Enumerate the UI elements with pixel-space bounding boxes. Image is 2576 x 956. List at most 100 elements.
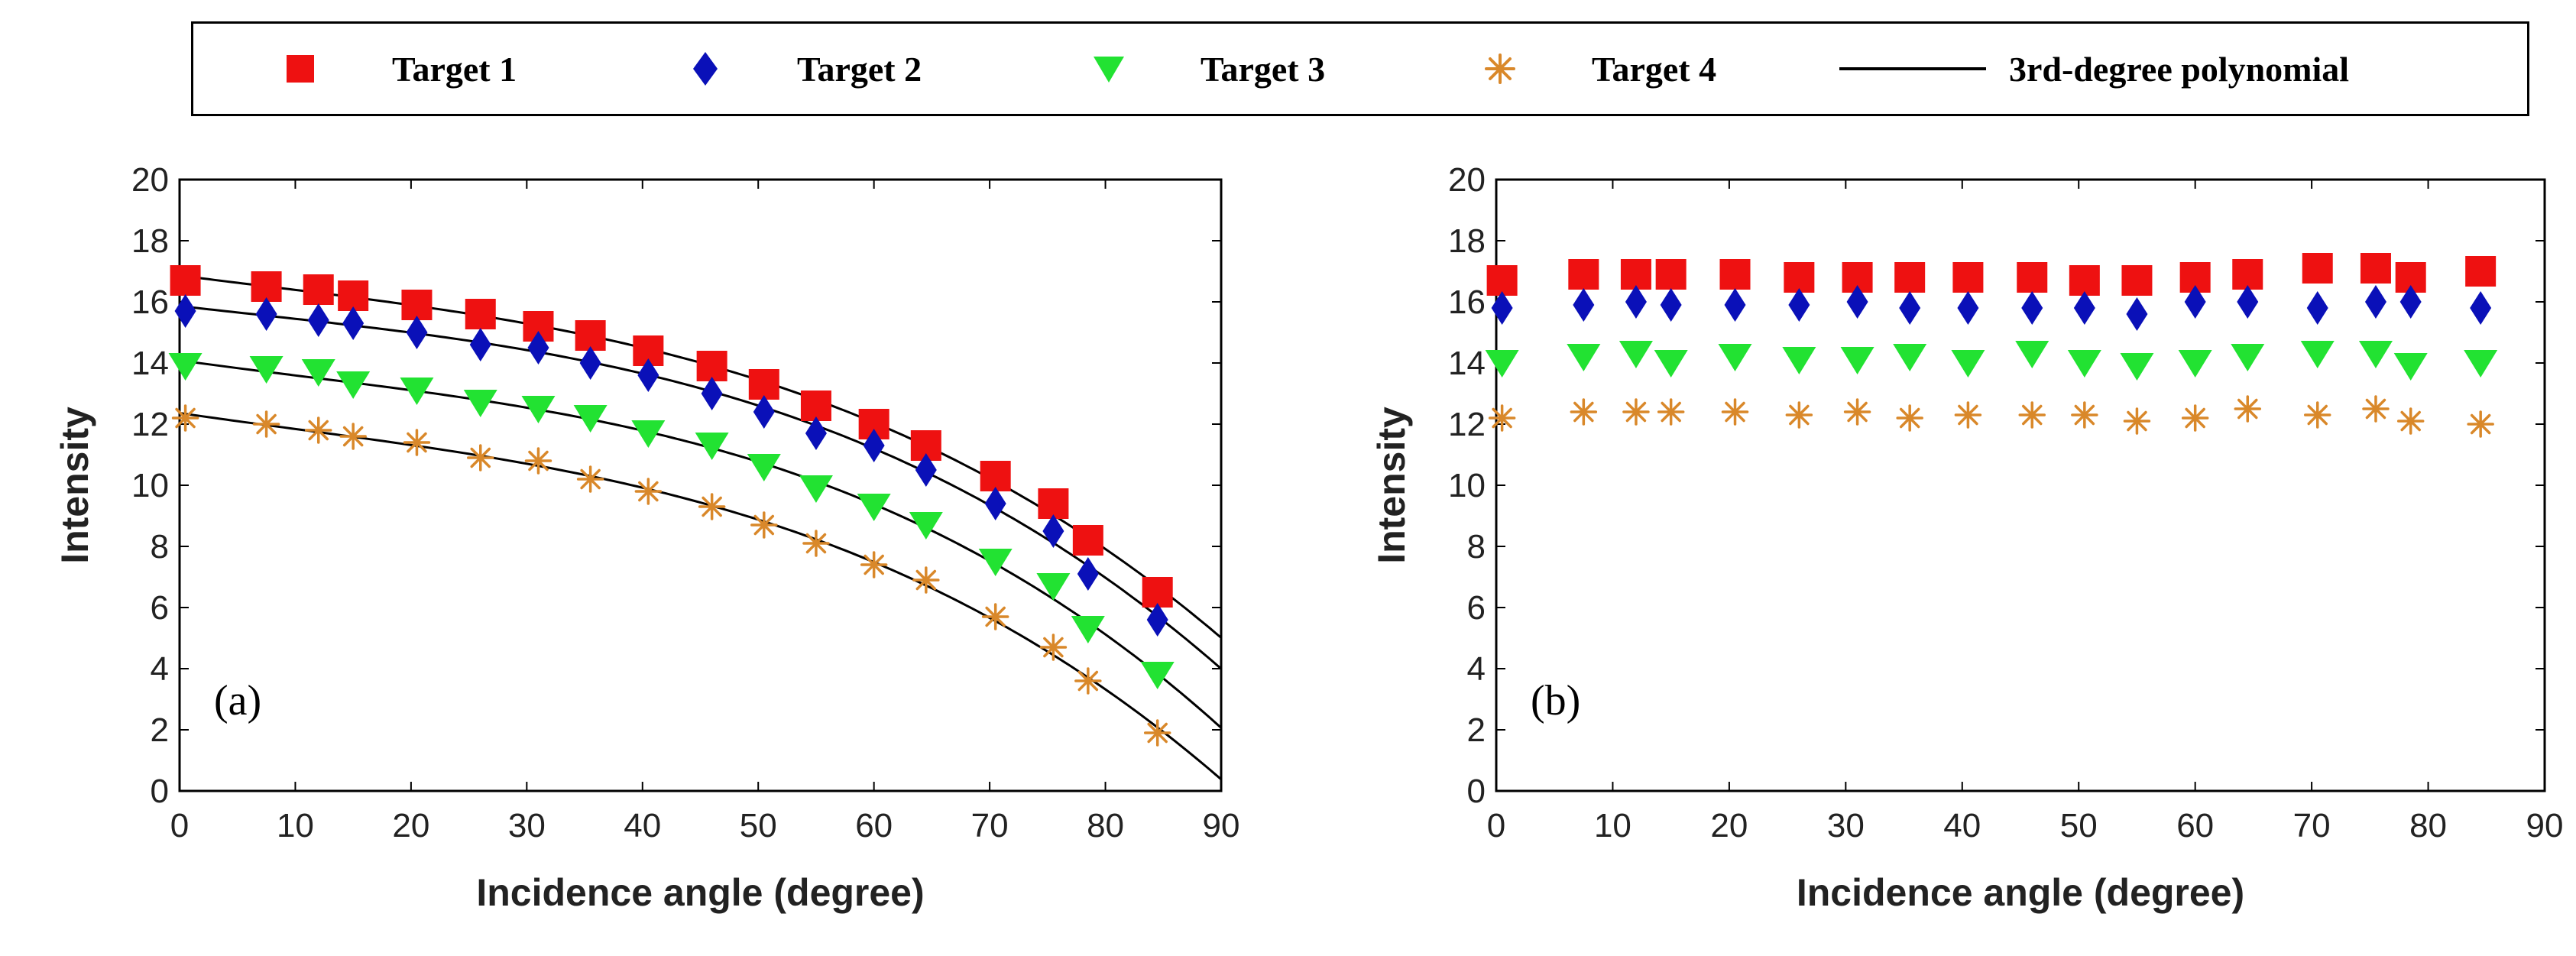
x-tick-label: 10 — [277, 807, 314, 844]
data-point-target-2 — [2021, 291, 2043, 325]
polynomial-fit-line — [179, 412, 1222, 780]
x-tick-label: 30 — [1827, 807, 1865, 844]
y-tick-label: 10 — [1448, 467, 1486, 504]
data-point-target-2 — [1042, 514, 1064, 548]
data-point-target-4 — [2234, 395, 2262, 423]
legend-label: Target 4 — [1592, 49, 1717, 89]
y-tick-label: 14 — [1448, 345, 1486, 382]
data-point-target-2 — [1146, 603, 1168, 637]
legend: Target 1 Target 2 Target 3 Target 4 3rd-… — [191, 21, 2529, 116]
data-point-target-1 — [1072, 525, 1103, 556]
data-point-target-2 — [863, 429, 885, 462]
data-point-target-2 — [342, 306, 365, 340]
data-point-target-1 — [1142, 577, 1173, 608]
data-point-target-4 — [634, 478, 663, 505]
data-point-target-2 — [255, 297, 277, 331]
y-tick-label: 6 — [151, 589, 169, 627]
data-point-target-2 — [527, 331, 549, 365]
legend-item-target-1: Target 1 — [277, 24, 517, 114]
data-point-target-3 — [747, 454, 781, 481]
polynomial-fit-line — [179, 359, 1223, 729]
data-point-target-4 — [1039, 634, 1068, 661]
data-point-target-1 — [1952, 262, 1984, 293]
data-point-target-1 — [465, 299, 496, 329]
data-point-target-3 — [463, 390, 497, 417]
data-point-target-1 — [696, 351, 727, 381]
y-tick-label: 10 — [131, 467, 169, 504]
data-point-target-1 — [2360, 253, 2391, 284]
y-tick-label: 14 — [131, 345, 169, 382]
data-point-target-3 — [857, 494, 891, 521]
data-point-target-1 — [2017, 262, 2048, 293]
data-point-target-1 — [980, 461, 1011, 491]
y-tick-label: 2 — [151, 711, 169, 749]
polynomial-fit-line — [179, 274, 1222, 639]
data-point-target-4 — [524, 447, 552, 475]
data-point-target-3 — [1654, 350, 1688, 378]
x-tick-label: 0 — [1487, 807, 1505, 844]
data-point-target-3 — [799, 475, 833, 503]
x-tick-label: 90 — [2526, 807, 2564, 844]
data-point-target-4 — [252, 410, 280, 438]
data-point-target-2 — [307, 303, 329, 337]
data-point-target-3 — [249, 356, 284, 384]
data-point-target-3 — [2464, 350, 2498, 378]
data-point-target-3 — [168, 353, 203, 381]
x-tick-label: 80 — [2409, 807, 2447, 844]
data-point-target-3 — [1036, 573, 1071, 601]
y-tick-label: 0 — [1467, 773, 1486, 810]
data-point-target-4 — [1570, 398, 1598, 426]
x-tick-label: 20 — [1710, 807, 1748, 844]
data-point-target-1 — [2465, 256, 2497, 287]
data-point-target-3 — [1718, 344, 1752, 371]
data-point-target-3 — [521, 396, 556, 423]
data-point-target-3 — [1140, 662, 1175, 689]
y-axis-label: Intensity — [53, 407, 96, 564]
x-tick-label: 40 — [624, 807, 661, 844]
data-point-target-2 — [2306, 291, 2328, 325]
panel-label: (a) — [214, 677, 261, 724]
data-point-target-2 — [1788, 288, 1810, 322]
data-point-target-2 — [1491, 291, 1513, 325]
data-point-target-3 — [1071, 616, 1105, 643]
data-point-target-2 — [2184, 285, 2206, 319]
data-point-target-1 — [401, 290, 433, 320]
y-tick-label: 16 — [131, 284, 169, 321]
data-point-target-4 — [1622, 398, 1650, 426]
legend-item-polynomial: 3rd-degree polynomial — [1836, 24, 2349, 114]
data-point-target-2 — [637, 358, 659, 392]
data-point-target-4 — [339, 423, 367, 450]
data-point-target-2 — [701, 377, 723, 410]
y-tick-label: 12 — [1448, 406, 1486, 443]
data-point-target-3 — [909, 512, 943, 540]
y-tick-label: 0 — [151, 773, 169, 810]
y-tick-label: 8 — [1467, 528, 1486, 565]
data-point-target-1 — [2232, 259, 2263, 290]
data-point-target-2 — [2399, 285, 2422, 319]
data-point-target-2 — [915, 453, 937, 487]
y-tick-label: 6 — [1467, 589, 1486, 627]
data-point-target-4 — [698, 493, 726, 520]
data-point-target-4 — [576, 465, 604, 493]
legend-label: Target 3 — [1201, 49, 1326, 89]
data-point-target-4 — [2181, 404, 2209, 432]
x-axis-label: Incidence angle (degree) — [476, 871, 924, 914]
data-point-target-2 — [2126, 297, 2148, 331]
data-point-target-1 — [1568, 259, 1599, 290]
data-point-target-3 — [1893, 344, 1927, 371]
data-point-target-3 — [336, 371, 371, 399]
data-point-target-1 — [748, 369, 779, 400]
x-tick-label: 50 — [2060, 807, 2098, 844]
data-point-target-4 — [467, 444, 494, 472]
x-tick-label: 80 — [1087, 807, 1124, 844]
data-point-target-2 — [753, 395, 775, 429]
data-point-target-3 — [2358, 341, 2393, 368]
data-point-target-1 — [303, 274, 334, 305]
y-tick-label: 2 — [1467, 711, 1486, 749]
red-square-marker-icon — [287, 55, 314, 83]
data-point-target-2 — [1899, 291, 1921, 325]
data-point-target-1 — [170, 265, 201, 296]
data-point-target-2 — [1660, 288, 1682, 322]
green-triangle-marker-icon — [1094, 57, 1124, 83]
data-point-target-3 — [2178, 350, 2212, 378]
